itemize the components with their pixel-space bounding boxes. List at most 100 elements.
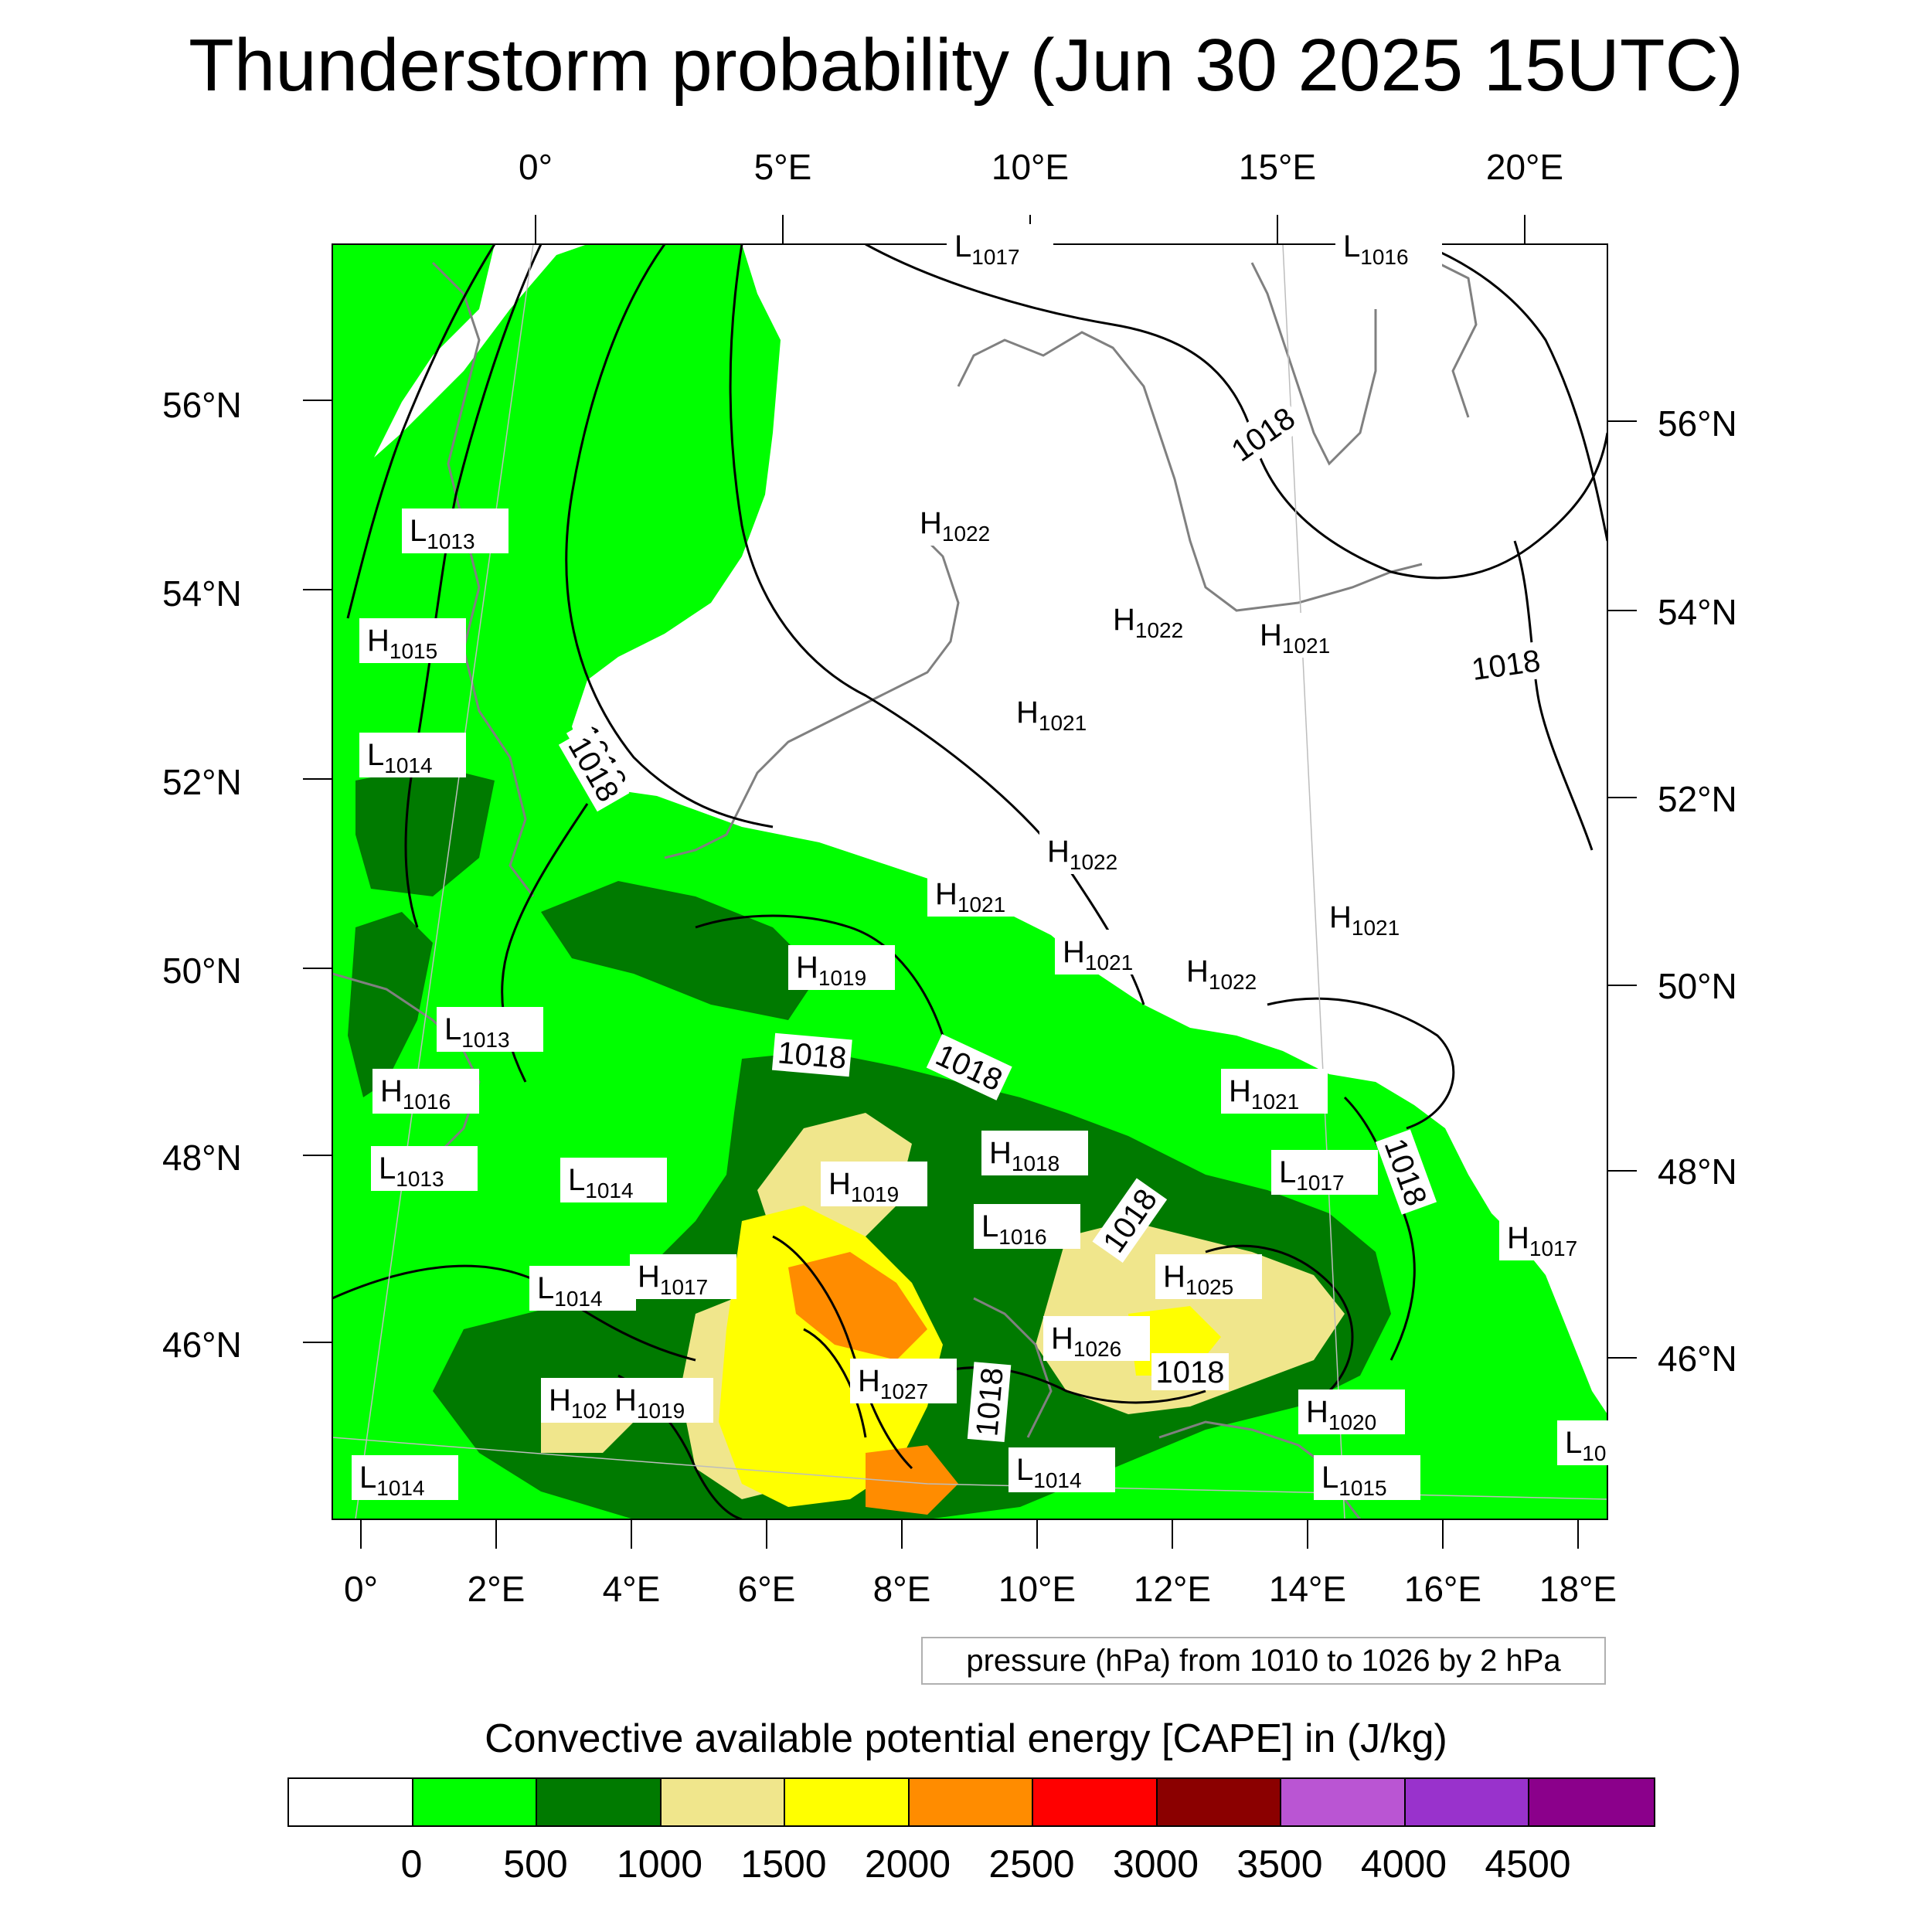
pressure-label-background xyxy=(607,1378,713,1423)
high-pressure-label: H1022 xyxy=(1047,835,1117,874)
colorbar xyxy=(287,1777,1655,1827)
left-lat-label: 54°N xyxy=(162,573,242,614)
top-lon-label: 15°E xyxy=(1238,147,1317,187)
bottom-lon-label: 6°E xyxy=(737,1569,796,1609)
pressure-label-background xyxy=(529,1266,636,1311)
colorbar-tick-label: 2500 xyxy=(988,1842,1075,1886)
bottom-lon-label: 18°E xyxy=(1539,1569,1617,1609)
pressure-label-background xyxy=(359,618,466,663)
colorbar-swatch xyxy=(413,1779,537,1825)
pressure-label-background xyxy=(912,501,1019,546)
colorbar-swatch xyxy=(1033,1779,1158,1825)
pressure-label-background xyxy=(788,945,895,990)
high-pressure-label: H1017 xyxy=(1507,1221,1577,1260)
left-lat-label: 48°N xyxy=(162,1138,242,1178)
pressure-label-background xyxy=(1039,829,1146,874)
left-lat-label: 46°N xyxy=(162,1325,242,1365)
low-pressure-label: L1013 xyxy=(379,1151,444,1191)
pressure-label-background xyxy=(560,1158,667,1202)
pressure-label-background xyxy=(1314,1455,1420,1500)
pressure-label-background xyxy=(1105,597,1212,642)
pressure-label-background xyxy=(1221,1069,1328,1114)
pressure-label-background xyxy=(1043,1316,1150,1361)
pressure-label-background xyxy=(630,1254,736,1299)
pressure-label-background xyxy=(821,1162,927,1206)
colorbar-swatch xyxy=(661,1779,785,1825)
pressure-label-background xyxy=(371,1146,478,1191)
high-pressure-label: H1017 xyxy=(638,1260,708,1299)
low-pressure-label: L1014 xyxy=(537,1271,603,1311)
colorbar-swatch xyxy=(289,1779,413,1825)
pressure-label-background xyxy=(1179,949,1285,994)
pressure-label-background xyxy=(352,1455,458,1500)
colorbar-swatch xyxy=(909,1779,1033,1825)
low-pressure-label: L1016 xyxy=(1343,230,1409,269)
high-pressure-label: H1021 xyxy=(935,877,1005,917)
colorbar-title: Convective available potential energy [C… xyxy=(485,1716,1447,1761)
pressure-label-background xyxy=(402,509,509,553)
high-pressure-label: H1025 xyxy=(1163,1260,1233,1299)
pressure-label-background xyxy=(437,1007,543,1052)
high-pressure-label: H1021 xyxy=(1329,900,1400,940)
high-pressure-label: H1019 xyxy=(828,1167,899,1206)
low-pressure-label: L1014 xyxy=(1016,1453,1082,1492)
low-pressure-label: L10 xyxy=(1565,1426,1606,1465)
colorbar-tick-label: 4500 xyxy=(1485,1842,1571,1886)
pressure-label-background xyxy=(1009,1447,1115,1492)
pressure-label-background xyxy=(1009,690,1115,735)
right-lat-label: 50°N xyxy=(1658,966,1737,1006)
bottom-lon-label: 16°E xyxy=(1403,1569,1482,1609)
low-pressure-label: L1013 xyxy=(410,514,475,553)
high-pressure-label: H1027 xyxy=(858,1364,928,1403)
high-pressure-label: H1021 xyxy=(1260,618,1330,658)
colorbar-swatch xyxy=(1405,1779,1529,1825)
pressure-label-background xyxy=(1055,930,1162,975)
bottom-lon-label: 8°E xyxy=(872,1569,931,1609)
high-pressure-label: H1020 xyxy=(1306,1395,1376,1434)
axis-ticks xyxy=(303,215,1637,1549)
isobar-label: 1018 xyxy=(771,1032,852,1077)
low-pressure-label: L1014 xyxy=(367,738,433,777)
high-pressure-label: H1021 xyxy=(1016,696,1087,735)
right-lat-label: 56°N xyxy=(1658,403,1737,444)
pressure-label-background xyxy=(1557,1420,1630,1465)
high-pressure-label: H1021 xyxy=(1229,1074,1299,1114)
colorbar-tick-label: 500 xyxy=(503,1842,568,1886)
pressure-label-background xyxy=(1252,613,1359,658)
colorbar-tick-label: 1500 xyxy=(740,1842,827,1886)
high-pressure-label: H1018 xyxy=(989,1136,1060,1175)
low-pressure-label: L1017 xyxy=(1279,1155,1345,1195)
high-pressure-label: H1022 xyxy=(1113,603,1183,642)
pressure-label-background xyxy=(850,1359,957,1403)
isobar-value: 1018 xyxy=(970,1366,1010,1437)
low-pressure-label: L1014 xyxy=(568,1163,634,1202)
pressure-label-background xyxy=(1321,895,1428,940)
bottom-lon-label: 2°E xyxy=(467,1569,526,1609)
bottom-lon-label: 10°E xyxy=(998,1569,1077,1609)
colorbar-tick-label: 2000 xyxy=(864,1842,951,1886)
colorbar-tick-label: 1000 xyxy=(616,1842,703,1886)
left-lat-label: 56°N xyxy=(162,385,242,425)
pressure-label-background xyxy=(981,1131,1088,1175)
chart-title: Thunderstorm probability (Jun 30 2025 15… xyxy=(189,24,1743,107)
top-lon-label: 20°E xyxy=(1485,147,1564,187)
high-pressure-label: H1022 xyxy=(1186,954,1257,994)
colorbar-swatch xyxy=(785,1779,910,1825)
colorbar-tick-label: 3000 xyxy=(1112,1842,1199,1886)
cape-zone-2000-2500 xyxy=(788,1252,958,1515)
colorbar-swatch xyxy=(1529,1779,1654,1825)
left-lat-label: 52°N xyxy=(162,762,242,802)
right-lat-label: 48°N xyxy=(1658,1151,1737,1192)
pressure-label-background xyxy=(359,733,466,777)
bottom-lon-label: 4°E xyxy=(602,1569,661,1609)
right-lat-label: 52°N xyxy=(1658,779,1737,819)
isobar-value: 1018 xyxy=(777,1036,848,1076)
low-pressure-label: L1015 xyxy=(1321,1461,1387,1500)
isobar-label: 1018 xyxy=(967,1362,1012,1443)
pressure-label-background xyxy=(1298,1389,1405,1434)
high-pressure-label: H102 xyxy=(549,1383,607,1423)
colorbar-tick-label: 3500 xyxy=(1236,1842,1323,1886)
pressure-label-background xyxy=(1499,1216,1606,1260)
